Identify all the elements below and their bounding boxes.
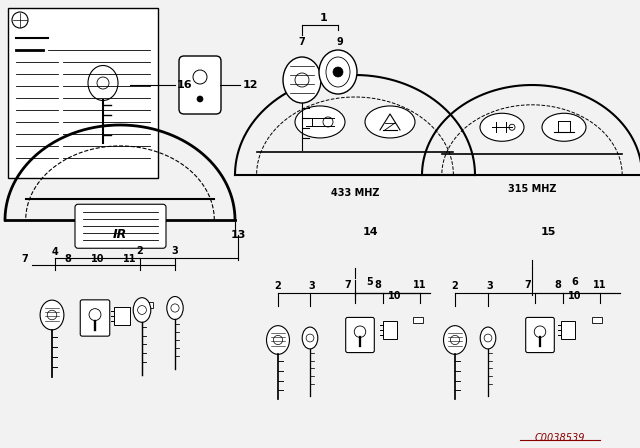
Bar	[561, 321, 575, 339]
Ellipse shape	[365, 106, 415, 138]
FancyBboxPatch shape	[346, 318, 374, 353]
Text: IR: IR	[113, 228, 127, 241]
Text: 2: 2	[452, 281, 458, 291]
Text: 5: 5	[367, 277, 373, 287]
Ellipse shape	[480, 327, 496, 349]
Ellipse shape	[40, 300, 64, 330]
FancyBboxPatch shape	[525, 318, 554, 353]
Text: 13: 13	[230, 230, 246, 240]
Text: 16: 16	[177, 80, 193, 90]
Bar	[115, 306, 130, 325]
Circle shape	[197, 96, 203, 102]
Text: 7: 7	[525, 280, 531, 290]
Bar	[592, 317, 602, 323]
Circle shape	[333, 67, 343, 77]
Bar	[383, 321, 397, 339]
Text: 11: 11	[413, 280, 427, 290]
Ellipse shape	[542, 113, 586, 141]
Text: 11: 11	[593, 280, 607, 290]
Text: 433 MHZ: 433 MHZ	[331, 188, 380, 198]
Text: 10: 10	[388, 291, 402, 301]
Text: 2: 2	[136, 246, 143, 256]
Text: 3: 3	[172, 246, 179, 256]
FancyBboxPatch shape	[80, 300, 109, 336]
Text: 8: 8	[65, 254, 72, 264]
Text: 15: 15	[540, 227, 556, 237]
Text: 10: 10	[568, 291, 582, 301]
Text: C0038539: C0038539	[535, 433, 585, 443]
Ellipse shape	[266, 326, 289, 354]
Text: 315 MHZ: 315 MHZ	[508, 184, 556, 194]
Text: 7: 7	[344, 280, 351, 290]
Text: 2: 2	[275, 281, 282, 291]
Ellipse shape	[295, 106, 345, 138]
FancyBboxPatch shape	[179, 56, 221, 114]
Ellipse shape	[133, 297, 151, 322]
Text: 11: 11	[124, 254, 137, 264]
Ellipse shape	[167, 297, 183, 319]
Text: 3: 3	[486, 281, 493, 291]
Text: 7: 7	[299, 37, 305, 47]
Text: 1: 1	[320, 13, 328, 23]
Bar	[143, 302, 153, 308]
FancyBboxPatch shape	[75, 204, 166, 248]
Ellipse shape	[319, 50, 357, 94]
Ellipse shape	[444, 326, 467, 354]
Ellipse shape	[302, 327, 318, 349]
Text: 8: 8	[374, 280, 381, 290]
Text: 6: 6	[572, 277, 579, 287]
Text: 9: 9	[337, 37, 344, 47]
Text: 14: 14	[362, 227, 378, 237]
Text: 4: 4	[52, 247, 58, 257]
Ellipse shape	[480, 113, 524, 141]
Bar	[8, 8, 158, 178]
Text: 3: 3	[308, 281, 316, 291]
Bar	[413, 317, 423, 323]
Text: 8: 8	[555, 280, 561, 290]
Text: 7: 7	[22, 254, 28, 264]
Ellipse shape	[283, 57, 321, 103]
Text: 12: 12	[243, 80, 258, 90]
Text: 10: 10	[92, 254, 105, 264]
